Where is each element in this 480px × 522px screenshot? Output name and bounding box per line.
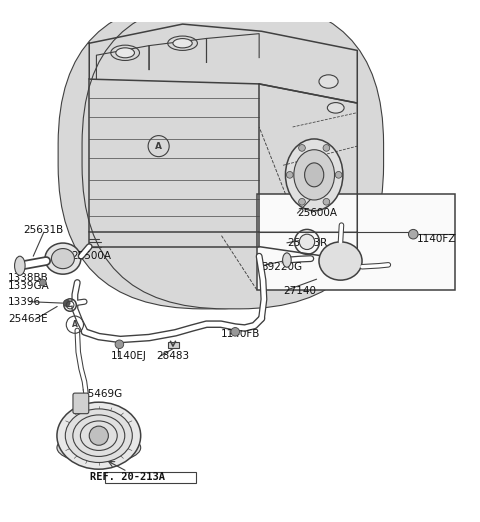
- Text: 25469G: 25469G: [81, 389, 122, 399]
- Text: 25500A: 25500A: [72, 251, 111, 261]
- Ellipse shape: [283, 253, 291, 267]
- FancyBboxPatch shape: [82, 0, 384, 309]
- Text: 1140FB: 1140FB: [221, 329, 260, 339]
- FancyBboxPatch shape: [176, 137, 196, 167]
- Ellipse shape: [80, 421, 117, 450]
- Bar: [105, 472, 196, 483]
- Ellipse shape: [173, 39, 192, 48]
- FancyBboxPatch shape: [152, 137, 172, 167]
- Ellipse shape: [319, 75, 338, 88]
- Bar: [257, 194, 456, 290]
- Text: 28483: 28483: [156, 351, 190, 361]
- Bar: [168, 342, 179, 348]
- Text: 39220G: 39220G: [262, 262, 303, 272]
- Text: 1140EJ: 1140EJ: [111, 351, 147, 361]
- Text: A: A: [155, 141, 162, 151]
- Ellipse shape: [286, 139, 343, 211]
- Text: 13396: 13396: [8, 296, 41, 307]
- Text: 25600A: 25600A: [298, 208, 337, 218]
- Circle shape: [323, 145, 330, 151]
- Text: 27140: 27140: [283, 286, 316, 295]
- Ellipse shape: [305, 163, 324, 187]
- Text: 1338BB: 1338BB: [8, 273, 48, 283]
- FancyBboxPatch shape: [73, 393, 89, 413]
- Text: 25463E: 25463E: [8, 314, 48, 324]
- Text: A: A: [72, 320, 78, 329]
- Circle shape: [63, 300, 70, 306]
- Ellipse shape: [57, 432, 141, 463]
- Ellipse shape: [14, 256, 25, 276]
- Text: 1140FZ: 1140FZ: [417, 234, 456, 244]
- Circle shape: [335, 172, 342, 178]
- Ellipse shape: [300, 234, 315, 250]
- Ellipse shape: [294, 150, 335, 200]
- Ellipse shape: [327, 103, 344, 113]
- Ellipse shape: [57, 402, 141, 469]
- Ellipse shape: [45, 243, 81, 274]
- FancyBboxPatch shape: [58, 0, 360, 309]
- Circle shape: [231, 327, 240, 336]
- Circle shape: [115, 340, 124, 349]
- Circle shape: [287, 172, 293, 178]
- Text: REF. 20-213A: REF. 20-213A: [90, 472, 165, 482]
- FancyBboxPatch shape: [104, 137, 125, 167]
- Ellipse shape: [319, 242, 362, 280]
- Ellipse shape: [51, 248, 74, 269]
- Text: 25623R: 25623R: [287, 238, 327, 248]
- Circle shape: [299, 145, 305, 151]
- Circle shape: [89, 426, 108, 445]
- FancyBboxPatch shape: [128, 137, 149, 167]
- Ellipse shape: [65, 409, 132, 462]
- Text: 1339GA: 1339GA: [8, 281, 49, 291]
- Circle shape: [299, 198, 305, 205]
- Ellipse shape: [116, 48, 134, 58]
- Text: 25631B: 25631B: [24, 225, 64, 235]
- Circle shape: [39, 279, 46, 286]
- Circle shape: [408, 229, 418, 239]
- Ellipse shape: [73, 415, 125, 456]
- Circle shape: [323, 198, 330, 205]
